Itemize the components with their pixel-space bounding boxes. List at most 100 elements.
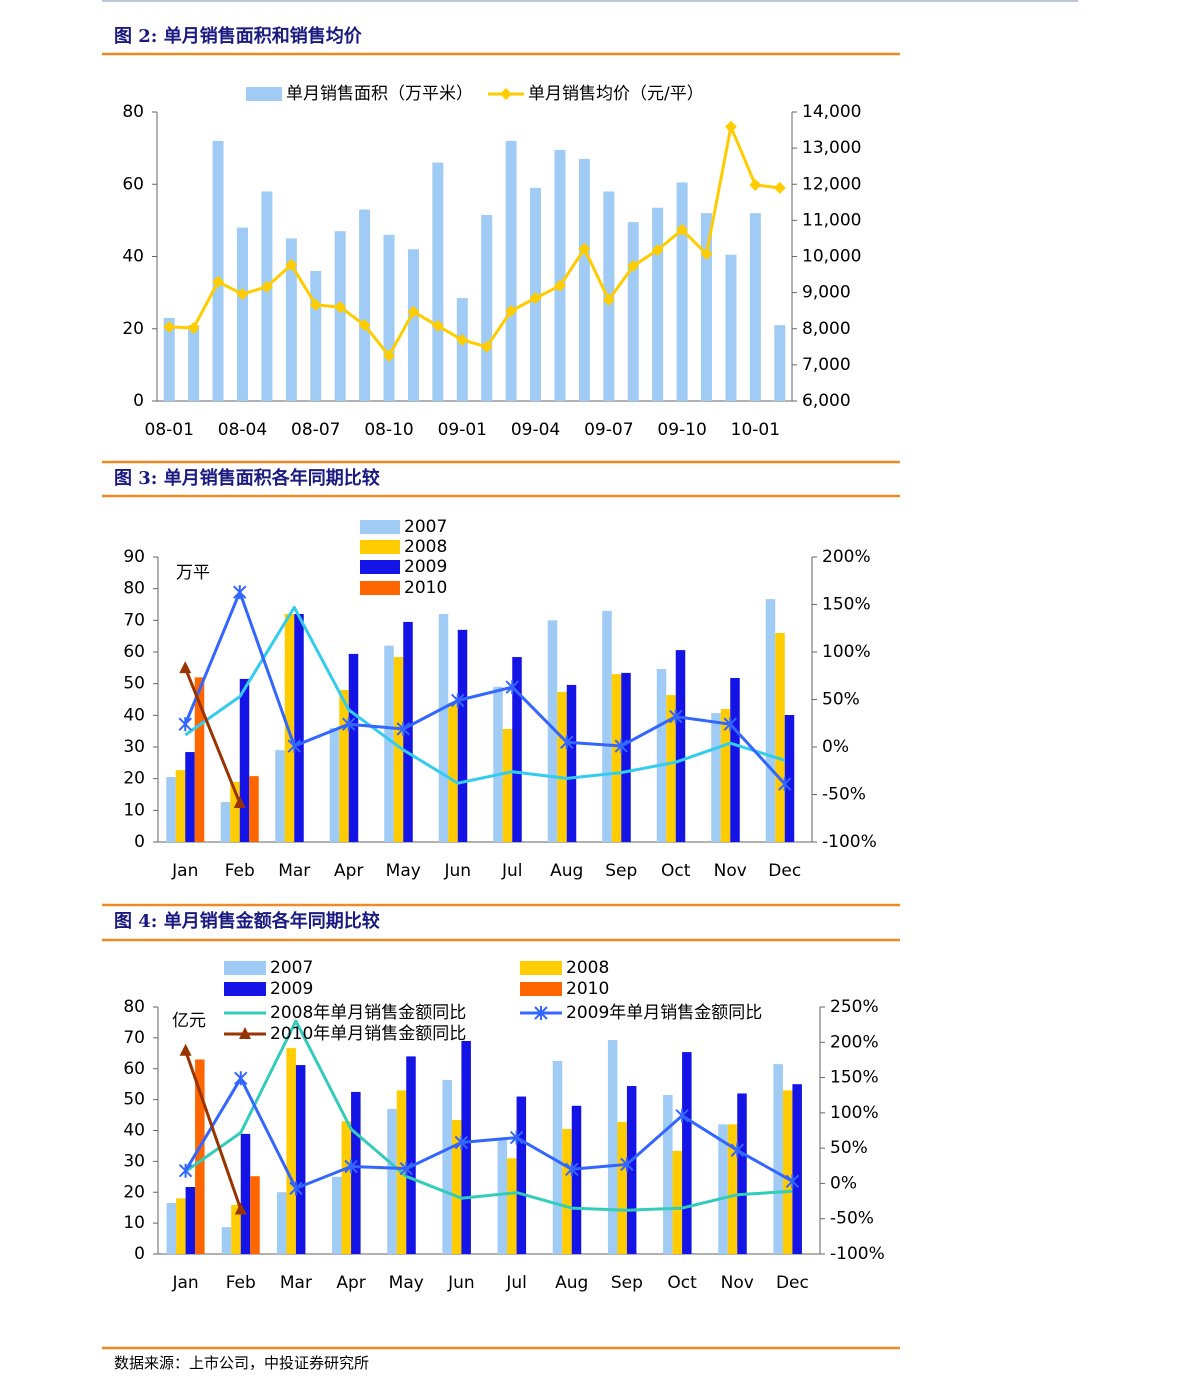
marker xyxy=(187,322,200,335)
legend-label: 2010 xyxy=(404,578,447,598)
legend-swatch xyxy=(246,87,282,101)
bar xyxy=(720,709,731,842)
y-tick-label: 40 xyxy=(122,247,144,267)
y2-tick-label: 200% xyxy=(830,1032,879,1052)
bar xyxy=(175,770,186,842)
legend-marker xyxy=(500,88,512,100)
x-tick-label: 09-07 xyxy=(584,420,633,440)
legend-label: 2008 xyxy=(404,537,447,557)
y2-tick-label: -50% xyxy=(830,1209,874,1229)
bar xyxy=(250,1176,260,1254)
x-tick-label: Jun xyxy=(447,1273,475,1293)
bar xyxy=(294,614,304,842)
bar xyxy=(339,690,349,842)
y-tick-label: 80 xyxy=(123,997,145,1017)
marker xyxy=(233,796,246,809)
bar xyxy=(656,669,667,842)
bar xyxy=(602,610,612,842)
legend-swatch xyxy=(520,982,562,996)
bar xyxy=(231,1204,241,1254)
x-tick-label: May xyxy=(389,1273,424,1293)
bar xyxy=(403,621,413,842)
x-tick-label: 08-10 xyxy=(364,420,413,440)
y2-tick-label: 200% xyxy=(822,547,871,567)
bar xyxy=(792,1084,802,1254)
marker xyxy=(396,721,410,736)
legend-swatch xyxy=(520,961,562,975)
x-tick-label: Oct xyxy=(667,1273,697,1293)
bar xyxy=(329,728,340,842)
bar xyxy=(212,140,224,401)
bar xyxy=(185,1187,196,1254)
y2-tick-label: 12,000 xyxy=(802,174,861,194)
bar xyxy=(286,1048,296,1254)
bar xyxy=(627,222,639,401)
y2-tick-label: 11,000 xyxy=(802,210,861,230)
bar xyxy=(507,1158,517,1254)
line xyxy=(184,1076,794,1190)
y2-tick-label: 9,000 xyxy=(802,283,851,303)
line xyxy=(183,667,242,804)
bar xyxy=(562,1128,572,1254)
bar xyxy=(295,1065,306,1254)
legend-swatch xyxy=(360,560,400,574)
bar xyxy=(566,684,577,842)
bar xyxy=(493,686,503,842)
y-tick-label: 30 xyxy=(123,1151,145,1171)
bar xyxy=(166,777,176,842)
marker xyxy=(399,1161,413,1176)
bar xyxy=(448,702,458,842)
marker xyxy=(358,319,371,332)
y-tick-label: 40 xyxy=(123,1121,145,1141)
marker xyxy=(651,243,664,256)
bar xyxy=(516,1096,527,1254)
bar xyxy=(765,599,776,842)
line xyxy=(183,590,786,786)
bar xyxy=(359,209,371,401)
line xyxy=(184,605,786,785)
y2-tick-label: 8,000 xyxy=(802,319,851,339)
y2-tick-label: 14,000 xyxy=(802,102,861,122)
marker xyxy=(730,1143,744,1158)
x-tick-label: 09-04 xyxy=(511,420,560,440)
y2-tick-label: -100% xyxy=(830,1244,885,1264)
legend-marker xyxy=(534,1006,548,1020)
y-tick-label: 10 xyxy=(123,800,145,820)
bar xyxy=(383,234,395,401)
marker xyxy=(509,1130,524,1145)
bar xyxy=(275,750,285,842)
y-tick-label: 60 xyxy=(123,1059,145,1079)
bar xyxy=(407,249,419,401)
bar xyxy=(676,182,688,401)
marker xyxy=(287,739,301,754)
x-tick-label: 08-04 xyxy=(218,420,267,440)
bar xyxy=(230,781,240,842)
legend-label: 2008 xyxy=(566,958,609,978)
bar xyxy=(195,1059,205,1254)
y2-tick-label: 0% xyxy=(830,1173,857,1193)
bar xyxy=(393,657,404,842)
line xyxy=(169,125,780,358)
bar xyxy=(261,191,273,401)
x-tick-label: Sep xyxy=(605,861,637,881)
bar xyxy=(194,677,205,842)
x-tick-label: 09-01 xyxy=(438,420,487,440)
marker xyxy=(723,717,737,732)
line xyxy=(184,1050,243,1210)
bar xyxy=(663,1094,673,1254)
bar xyxy=(611,674,622,842)
marker xyxy=(407,305,420,318)
bar xyxy=(457,629,468,842)
marker xyxy=(773,181,786,194)
bar xyxy=(773,1064,783,1254)
bar xyxy=(240,1133,251,1254)
bar xyxy=(718,1124,728,1254)
y2-tick-label: -100% xyxy=(822,832,877,852)
bar xyxy=(552,1061,563,1254)
bar xyxy=(672,1150,683,1254)
y-tick-label: 60 xyxy=(122,174,144,194)
chart-title: 图 3: 单月销售面积各年同期比较 xyxy=(114,467,380,489)
marker xyxy=(778,777,792,792)
x-tick-label: Feb xyxy=(225,861,255,881)
